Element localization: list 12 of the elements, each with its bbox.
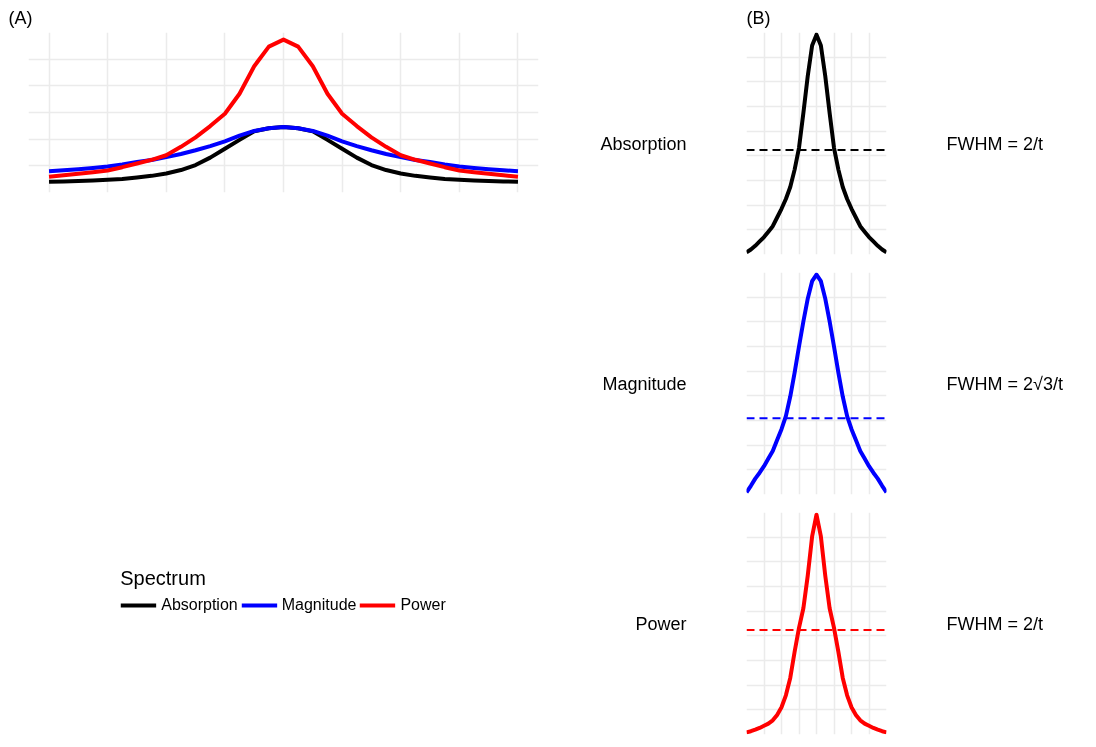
legend-label: Power xyxy=(400,596,446,614)
text: FWHM = 2/t xyxy=(946,133,1044,154)
chart-title: (A) xyxy=(8,7,33,28)
legend-label: Absorption xyxy=(161,596,238,614)
text: FWHM = 2/t xyxy=(946,613,1044,634)
text: Power xyxy=(635,613,687,634)
legend-label: Magnitude xyxy=(281,596,357,614)
text: Magnitude xyxy=(602,373,687,394)
text: Absorption xyxy=(600,133,687,154)
chart-title: (B) xyxy=(746,7,771,28)
text: FWHM = 2√3/t xyxy=(946,373,1063,394)
legend-title: Spectrum xyxy=(120,567,207,590)
